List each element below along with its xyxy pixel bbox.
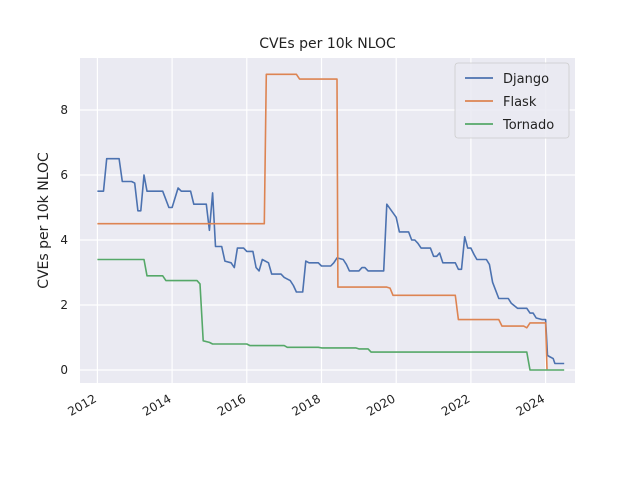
y-tick-label: 8 (60, 103, 68, 117)
x-tick-label: 2020 (364, 391, 397, 418)
series-line-flask (97, 73, 548, 370)
x-tick-label: 2024 (514, 391, 547, 418)
x-tick-label: 2012 (65, 391, 98, 418)
x-tick-label: 2016 (215, 391, 248, 418)
x-tick-label: 2018 (290, 391, 323, 418)
x-tick-label: 2022 (439, 391, 472, 418)
series-layer (97, 73, 565, 371)
legend-label-tornado: Tornado (502, 118, 554, 133)
grid (80, 58, 575, 383)
y-axis-label: CVEs per 10k NLOC (36, 152, 52, 289)
series-line-tornado (97, 258, 565, 371)
legend-label-flask: Flask (503, 95, 537, 110)
y-tick-label: 0 (60, 363, 68, 377)
legend-box (454, 62, 570, 139)
x-tick-label: 2014 (140, 391, 173, 418)
y-tick-label: 2 (60, 298, 68, 312)
legend-label-django: Django (503, 72, 549, 87)
y-tick-label: 4 (60, 233, 68, 247)
y-axis-ticks: 0 2 4 6 8 (60, 103, 68, 377)
x-axis-ticks: 2012 2014 2016 2018 2020 2022 2024 (65, 391, 547, 418)
y-tick-label: 6 (60, 168, 68, 182)
chart-title: CVEs per 10k NLOC (259, 36, 396, 52)
legend: Django Flask Tornado (454, 62, 570, 139)
